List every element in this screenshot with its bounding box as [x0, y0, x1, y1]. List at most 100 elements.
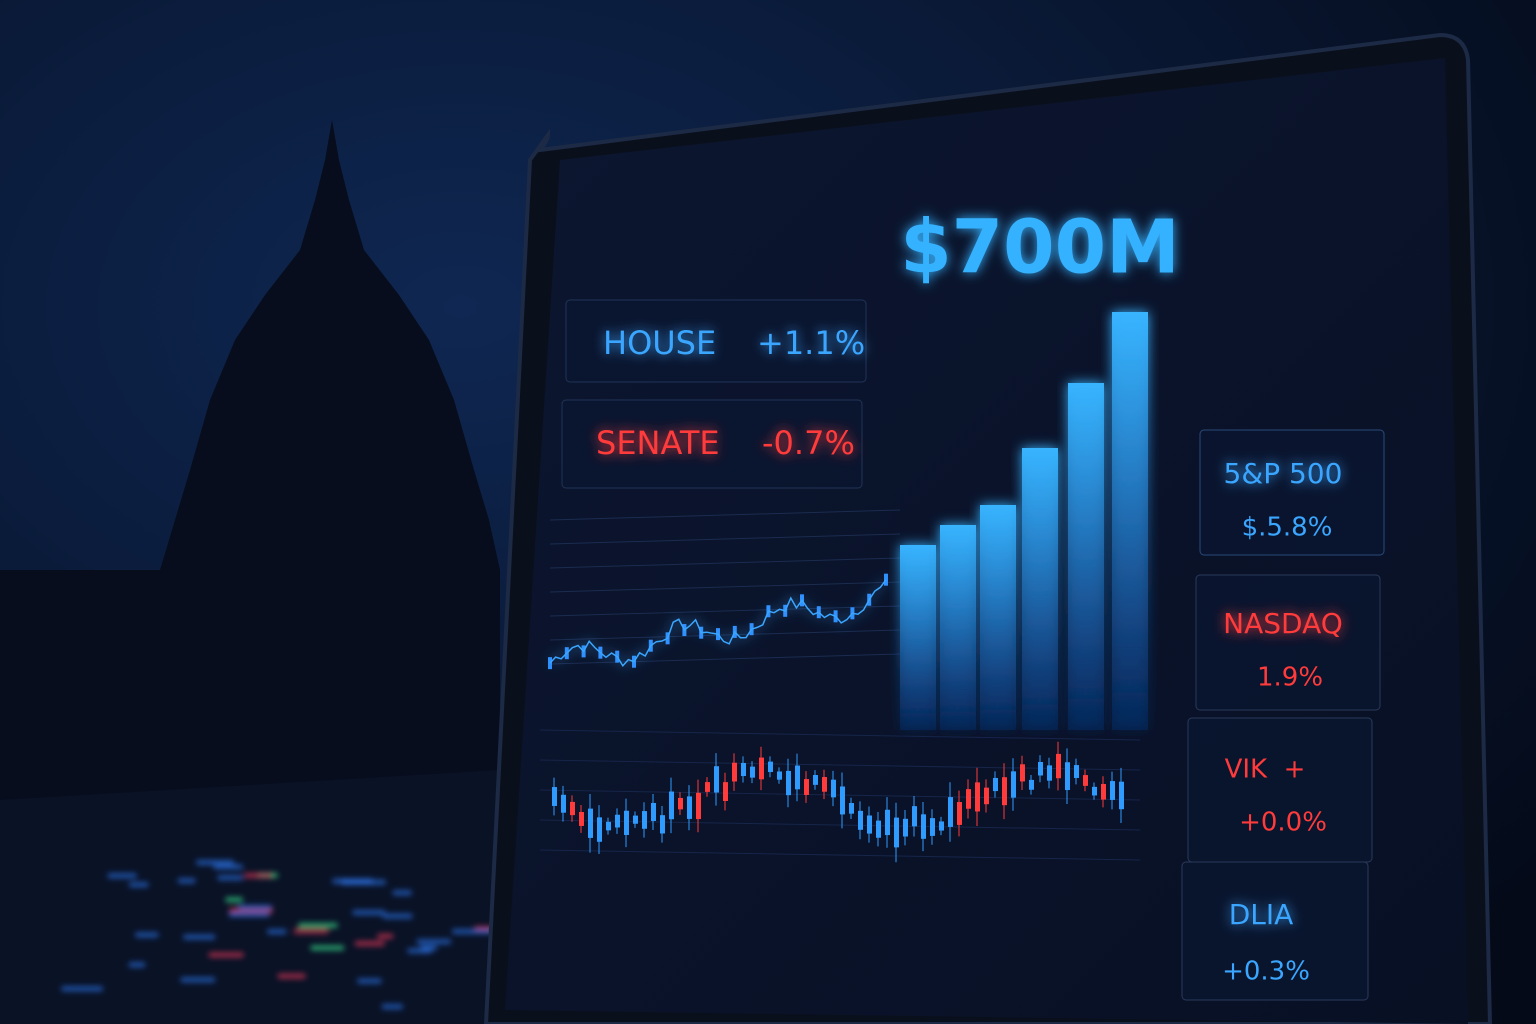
key-light: [377, 933, 394, 939]
candle: [597, 817, 602, 842]
candle: [687, 796, 692, 819]
key-light: [244, 873, 272, 879]
key-light: [228, 912, 270, 918]
candle: [723, 782, 728, 802]
candle: [633, 815, 638, 824]
chamber-change: -0.7%: [762, 424, 855, 462]
candle: [1047, 765, 1052, 781]
key-light: [237, 904, 272, 910]
key-light: [267, 929, 287, 935]
grid-line: [549, 509, 901, 521]
candle: [849, 803, 854, 814]
candle: [957, 802, 962, 825]
chamber-label: HOUSE: [603, 324, 716, 362]
bar: [940, 525, 976, 730]
desk: [0, 770, 520, 1024]
candle: [1029, 779, 1034, 790]
candle: [624, 810, 629, 835]
candle: [867, 815, 872, 834]
index-change: $.5.8%: [1242, 513, 1333, 543]
grid-line: [549, 629, 901, 641]
index-change: +0.0%: [1239, 808, 1327, 838]
key-light: [332, 878, 374, 884]
grid-line: [549, 557, 901, 569]
grid-line: [549, 581, 901, 593]
index-box: [1199, 429, 1385, 556]
chamber-label: SENATE: [596, 424, 720, 462]
index-change: 1.9%: [1257, 663, 1323, 693]
key-light: [135, 932, 159, 938]
candle: [804, 779, 809, 795]
grid-line: [539, 849, 1141, 861]
candle: [921, 814, 926, 839]
index-box: [1195, 574, 1381, 711]
candle: [894, 817, 899, 848]
grid-line: [549, 605, 901, 617]
bar-graphic: [900, 312, 1148, 730]
candle: [975, 782, 980, 812]
candle: [885, 809, 890, 836]
candle: [750, 766, 755, 778]
key-light: [217, 875, 243, 881]
key-light: [381, 1004, 403, 1010]
key-light: [129, 882, 149, 888]
candle: [786, 770, 791, 796]
key-light: [180, 977, 216, 983]
index-name: DLIA: [1229, 898, 1294, 931]
candle: [1083, 775, 1088, 786]
candle: [642, 811, 647, 829]
candle: [858, 810, 863, 830]
key-light: [352, 910, 386, 916]
candle: [876, 820, 881, 838]
candle: [1065, 762, 1070, 791]
index-name: 5&P 500: [1224, 457, 1343, 490]
candle: [777, 771, 782, 780]
candle: [660, 815, 665, 834]
bar: [1112, 312, 1148, 730]
key-light: [61, 986, 103, 992]
candle: [678, 797, 683, 810]
key-light: [196, 860, 234, 866]
candle: [912, 806, 917, 827]
key-light: [354, 941, 385, 947]
key-light: [416, 939, 452, 945]
candle: [741, 762, 746, 777]
key-light: [225, 897, 243, 903]
candle: [732, 762, 737, 782]
index-box: [1181, 861, 1369, 1001]
grid-line: [549, 653, 901, 665]
candle: [768, 761, 773, 773]
candle: [1038, 761, 1043, 776]
candle: [1101, 783, 1106, 800]
grid-line: [539, 729, 1141, 741]
candle: [884, 573, 888, 586]
key-light: [310, 945, 345, 951]
candle: [1020, 764, 1025, 782]
key-light: [293, 928, 329, 934]
key-light: [298, 922, 338, 928]
candle: [939, 821, 944, 831]
candle: [759, 757, 764, 780]
index-name: NASDAQ: [1223, 607, 1343, 640]
candle: [552, 787, 557, 806]
candle: [1002, 777, 1007, 806]
key-light: [183, 934, 216, 940]
candle: [705, 782, 710, 792]
trend-line: [549, 579, 887, 668]
capitol-silhouette: [0, 120, 500, 800]
key-light: [213, 864, 243, 870]
candle: [993, 777, 998, 792]
key-light: [277, 973, 306, 979]
candle: [579, 812, 584, 826]
candle: [831, 779, 836, 798]
candle: [1110, 781, 1115, 800]
candle: [714, 766, 719, 793]
house-box: [565, 299, 867, 383]
bar: [900, 545, 936, 730]
key-light: [382, 913, 413, 919]
index-name: VIK +: [1225, 755, 1306, 785]
candle: [795, 765, 800, 790]
candle: [669, 791, 674, 820]
key-light: [420, 945, 438, 951]
